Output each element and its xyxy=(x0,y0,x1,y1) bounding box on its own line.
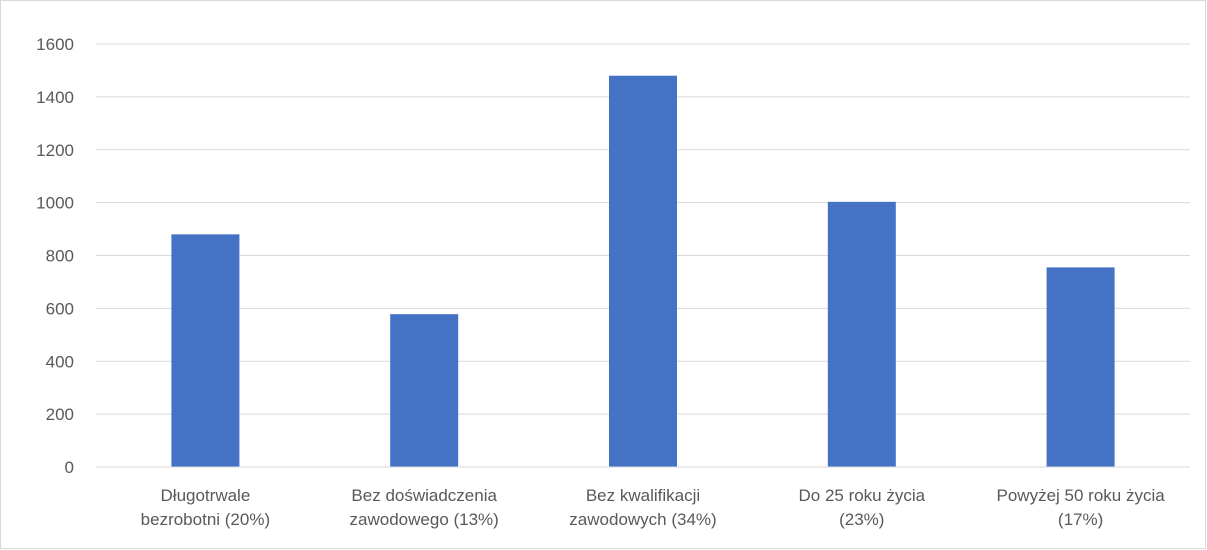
y-tick-label: 1600 xyxy=(36,35,74,54)
x-category-label-line: zawodowych (34%) xyxy=(569,510,716,529)
y-axis-tick-labels: 0 200 400 600 800 1000 1200 1400 1600 xyxy=(36,35,74,477)
y-tick-label: 400 xyxy=(46,352,74,371)
x-category-label-line: zawodowego (13%) xyxy=(350,510,499,529)
x-category-label-line: Bez kwalifikacji xyxy=(586,486,700,505)
y-tick-label: 0 xyxy=(65,458,74,477)
x-category-label-line: (17%) xyxy=(1058,510,1103,529)
x-category-label-line: Powyżej 50 roku życia xyxy=(997,486,1166,505)
y-tick-label: 1400 xyxy=(36,88,74,107)
y-tick-label: 200 xyxy=(46,405,74,424)
bar xyxy=(390,314,459,467)
y-tick-label: 1000 xyxy=(36,194,74,213)
bars xyxy=(171,75,1115,467)
x-category-label: Bez doświadczenia zawodowego (13%) xyxy=(350,486,499,529)
x-axis-category-labels: Długotrwale bezrobotni (20%) Bez doświadcz… xyxy=(141,486,1166,529)
bar xyxy=(609,75,677,467)
bar xyxy=(171,234,240,467)
x-category-label-line: Do 25 roku życia xyxy=(798,486,925,505)
x-category-label-line: bezrobotni (20%) xyxy=(141,510,270,529)
x-category-label: Długotrwale bezrobotni (20%) xyxy=(141,486,270,529)
bar xyxy=(1046,267,1115,467)
x-category-label: Powyżej 50 roku życia (17%) xyxy=(997,486,1166,529)
y-tick-label: 1200 xyxy=(36,141,74,160)
y-tick-label: 600 xyxy=(46,299,74,318)
bar xyxy=(827,201,896,467)
x-category-label: Bez kwalifikacji zawodowych (34%) xyxy=(569,486,716,529)
x-category-label: Do 25 roku życia (23%) xyxy=(798,486,925,529)
y-tick-label: 800 xyxy=(46,247,74,266)
x-category-label-line: Bez doświadczenia xyxy=(351,486,497,505)
x-category-label-line: (23%) xyxy=(839,510,884,529)
x-category-label-line: Długotrwale xyxy=(161,486,251,505)
